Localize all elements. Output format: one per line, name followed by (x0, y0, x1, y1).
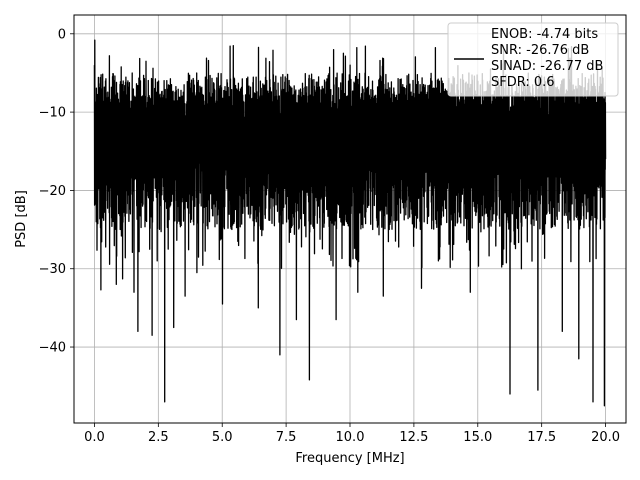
x-tick-label: 0.0 (84, 430, 105, 445)
ticks: 0.0 2.5 5.0 7.5 10.0 12.5 15.0 17.5 20.0 0 −10 −20 −… (39, 27, 620, 445)
psd-trace (93, 39, 607, 407)
x-tick-label: 17.5 (527, 430, 556, 445)
x-tick-label: 2.5 (148, 430, 169, 445)
x-tick-label: 7.5 (276, 430, 297, 445)
y-tick-label: 0 (58, 27, 66, 42)
x-tick-label: 12.5 (399, 430, 428, 445)
x-tick-label: 10.0 (336, 430, 365, 445)
y-tick-label: −20 (39, 184, 66, 199)
x-tick-label: 15.0 (463, 430, 492, 445)
x-tick-label: 5.0 (212, 430, 233, 445)
x-tick-label: 20.0 (591, 430, 620, 445)
legend-enob: ENOB: -4.74 bits (491, 27, 598, 42)
y-tick-label: −10 (39, 106, 66, 121)
plot-area (93, 39, 607, 407)
legend-sinad: SINAD: -26.77 dB (491, 59, 603, 74)
x-axis-label: Frequency [MHz] (295, 451, 404, 466)
legend-box (447, 22, 619, 97)
legend-sfdr: SFDR: 0.6 (491, 75, 555, 90)
legend-snr: SNR: -26.76 dB (491, 43, 589, 58)
legend: ENOB: -4.74 bits SNR: -26.76 dB SINAD: -… (447, 22, 619, 97)
y-tick-label: −40 (39, 341, 66, 356)
y-axis-label: PSD [dB] (14, 190, 29, 248)
y-tick-label: −30 (39, 262, 66, 277)
